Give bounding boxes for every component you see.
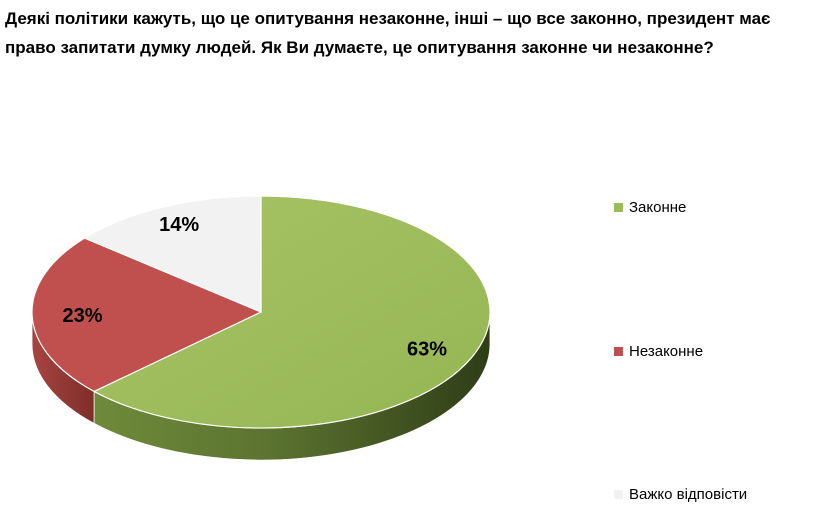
legend-label-hard-to-say: Важко відповісти [629,486,748,503]
pie-slice-illegal [31,237,263,393]
data-label-legal: 63% [407,338,447,360]
pie-slice-hard-to-say [83,195,262,313]
pie-slice-legal [92,195,491,429]
legend-swatch-legal [614,203,623,212]
legend-item-legal: Законне [614,199,686,216]
data-label-hard-to-say: 14% [159,214,199,236]
legend-item-illegal: Незаконне [614,343,703,360]
survey-question: Деякі політики кажуть, що це опитування … [5,9,771,57]
legend-label-illegal: Незаконне [629,343,704,360]
legend-swatch-illegal [614,347,623,356]
data-label-illegal: 23% [62,305,102,327]
legend-swatch-hard-to-say [614,490,623,499]
legend-label-legal: Законне [629,199,687,216]
legend-item-hard-to-say: Важко відповісти [614,486,747,503]
